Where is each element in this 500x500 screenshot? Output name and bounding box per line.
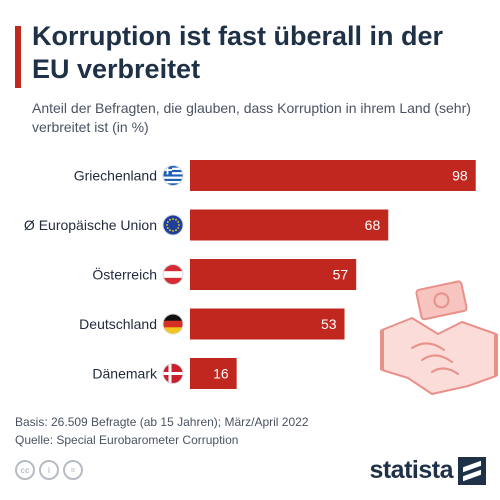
bar-value-label: 16 xyxy=(213,366,229,382)
germany-flag-icon xyxy=(162,313,184,335)
denmark-flag-icon xyxy=(162,363,184,384)
bar xyxy=(190,160,476,191)
basis-note: Basis: 26.509 Befragte (ab 15 Jahren); M… xyxy=(15,415,309,429)
austria-flag-icon xyxy=(162,264,184,285)
bar-value-label: 57 xyxy=(333,267,349,283)
chart-subtitle: Anteil der Befragten, die glauben, dass … xyxy=(32,100,471,135)
category-label: Dänemark xyxy=(92,366,158,382)
title-accent-bar xyxy=(15,26,21,88)
nd-icon[interactable]: = xyxy=(63,460,83,480)
eu-flag-icon xyxy=(162,214,184,236)
category-label: Ø Europäische Union xyxy=(24,217,157,233)
by-icon[interactable]: i xyxy=(39,460,59,480)
statista-mark-icon xyxy=(458,456,486,485)
bar-chart: 98 Griechenland 68 Ø Europäische Union 57 Öst… xyxy=(24,160,476,389)
license-icons: cc i = xyxy=(15,460,83,480)
source-note: Quelle: Special Eurobarometer Corruption xyxy=(15,433,239,447)
chart-title: Korruption ist fast überall in der EU ve… xyxy=(32,21,444,84)
bar xyxy=(190,259,357,290)
handshake-icon xyxy=(380,280,498,395)
footer-source: Basis: 26.509 Befragte (ab 15 Jahren); M… xyxy=(15,413,309,449)
bar-value-label: 68 xyxy=(365,217,381,233)
bar-value-label: 53 xyxy=(321,316,337,332)
statista-logo[interactable]: statista xyxy=(369,456,486,485)
category-label: Deutschland xyxy=(79,316,157,332)
category-label: Österreich xyxy=(92,266,157,283)
bar xyxy=(190,358,237,389)
category-label: Griechenland xyxy=(74,168,157,184)
bar-value-label: 98 xyxy=(452,168,468,184)
bar xyxy=(190,209,389,241)
greece-flag-icon xyxy=(162,165,184,186)
brand-name: statista xyxy=(369,456,453,484)
cc-icon[interactable]: cc xyxy=(15,460,35,480)
bar xyxy=(190,308,345,340)
